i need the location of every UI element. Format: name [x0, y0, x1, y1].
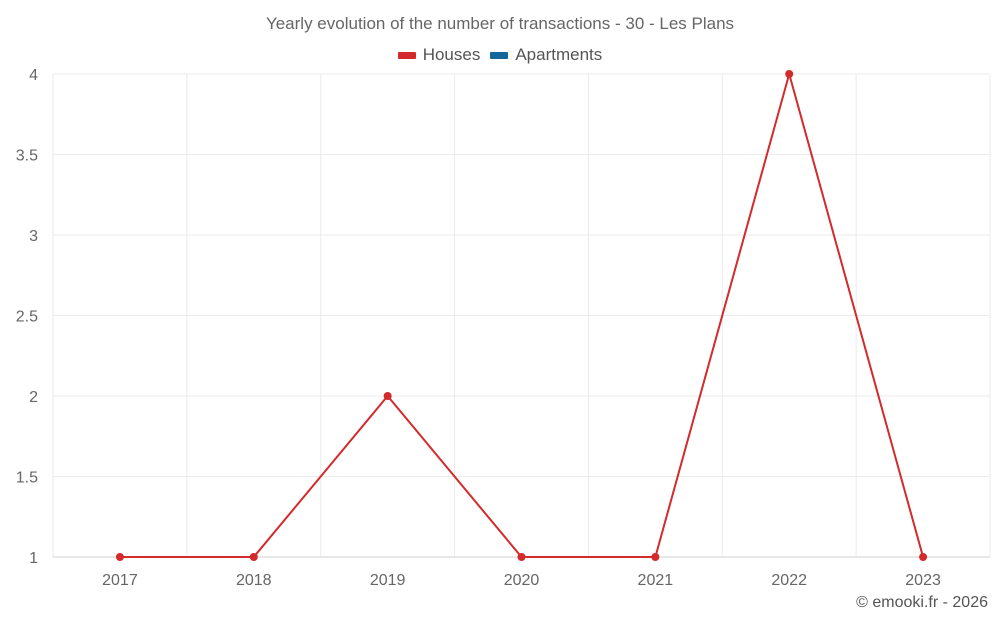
data-point: [115, 553, 124, 561]
y-tick-label: 3: [29, 228, 38, 245]
legend-label-houses: Houses: [422, 45, 481, 64]
x-tick-label: 2021: [638, 572, 674, 589]
x-tick-label: 2023: [905, 572, 941, 589]
y-tick-label: 1: [29, 550, 38, 567]
x-tick-label: 2020: [504, 572, 540, 589]
y-tick-label: 2: [29, 389, 38, 406]
data-point: [517, 553, 526, 561]
y-tick-label: 2.5: [16, 309, 38, 326]
x-tick-label: 2022: [771, 572, 807, 589]
data-point: [785, 70, 794, 78]
x-tick-label: 2018: [236, 572, 272, 589]
data-point: [249, 553, 258, 561]
y-tick-label: 4: [29, 67, 38, 84]
legend-item-apartments[interactable]: Apartments: [490, 45, 602, 65]
y-tick-label: 1.5: [16, 470, 38, 487]
chart-legend: Houses Apartments: [0, 45, 1000, 65]
legend-swatch-houses: [397, 51, 416, 59]
data-point: [919, 553, 928, 561]
x-tick-label: 2017: [102, 572, 138, 589]
x-tick-label: 2019: [370, 572, 406, 589]
data-point: [383, 392, 392, 400]
legend-item-houses[interactable]: Houses: [397, 45, 481, 65]
chart-title: Yearly evolution of the number of transa…: [265, 14, 735, 33]
data-point: [651, 553, 660, 561]
y-tick-label: 3.5: [16, 148, 38, 165]
legend-label-apartments: Apartments: [515, 45, 603, 64]
legend-swatch-apartments: [490, 51, 509, 59]
copyright-credit: © emooki.fr - 2026: [856, 594, 988, 611]
